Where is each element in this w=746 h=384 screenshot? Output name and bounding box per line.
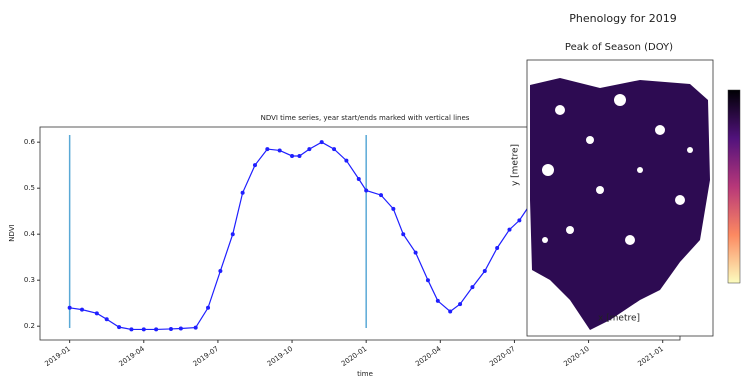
ndvi-line bbox=[70, 142, 532, 329]
map-suptitle: Phenology for 2019 bbox=[569, 12, 676, 25]
ndvi-point bbox=[401, 232, 405, 236]
x-tick-label: 2020-01 bbox=[340, 345, 369, 368]
x-tick-label: 2020-04 bbox=[414, 344, 443, 368]
ndvi-point bbox=[154, 327, 158, 331]
ndvi-point bbox=[320, 140, 324, 144]
ndvi-point bbox=[448, 309, 452, 313]
figure: NDVI time series, year start/ends marked… bbox=[0, 0, 746, 380]
colorbar bbox=[728, 90, 740, 283]
ndvi-point bbox=[206, 306, 210, 310]
ndvi-point bbox=[364, 188, 368, 192]
ndvi-point bbox=[458, 302, 462, 306]
map-y-label: y [metre] bbox=[511, 144, 521, 186]
ndvi-point bbox=[218, 269, 222, 273]
ndvi-point bbox=[495, 246, 499, 250]
ndvi-point bbox=[414, 251, 418, 255]
map-panel: Phenology for 2019 Peak of Season (DOY) … bbox=[511, 12, 741, 336]
ndvi-point bbox=[379, 193, 383, 197]
ndvi-point bbox=[142, 327, 146, 331]
ndvi-point bbox=[332, 147, 336, 151]
ndvi-point bbox=[307, 147, 311, 151]
x-tick-label: 2019-01 bbox=[43, 345, 72, 368]
y-tick-label: 0.5 bbox=[24, 184, 35, 192]
ndvi-point bbox=[483, 269, 487, 273]
ndvi-point bbox=[117, 325, 121, 329]
ndvi-point bbox=[179, 326, 183, 330]
ndvi-point bbox=[80, 308, 84, 312]
ndvi-point bbox=[344, 159, 348, 163]
x-tick-label: 2019-10 bbox=[266, 345, 295, 368]
chart-title: NDVI time series, year start/ends marked… bbox=[261, 114, 470, 122]
x-tick-label: 2020-07 bbox=[488, 345, 517, 368]
ndvi-point bbox=[470, 285, 474, 289]
ndvi-point bbox=[231, 232, 235, 236]
ndvi-point bbox=[95, 311, 99, 315]
y-tick-label: 0.3 bbox=[24, 276, 35, 284]
ndvi-point bbox=[241, 191, 245, 195]
ndvi-point bbox=[253, 163, 257, 167]
ndvi-point bbox=[436, 299, 440, 303]
x-tick-label: 2021-01 bbox=[636, 345, 665, 368]
y-tick-label: 0.2 bbox=[24, 322, 35, 330]
ndvi-point bbox=[169, 327, 173, 331]
ndvi-point bbox=[517, 218, 521, 222]
ndvi-point bbox=[290, 154, 294, 158]
ndvi-point bbox=[357, 177, 361, 181]
ndvi-point bbox=[391, 207, 395, 211]
ndvi-point bbox=[507, 228, 511, 232]
x-tick-label: 2019-07 bbox=[192, 345, 221, 368]
ndvi-point bbox=[426, 278, 430, 282]
ndvi-point bbox=[297, 154, 301, 158]
map-title: Peak of Season (DOY) bbox=[565, 42, 673, 53]
y-axis-label: NDVI bbox=[8, 224, 16, 241]
ndvi-point bbox=[129, 327, 133, 331]
y-tick-label: 0.6 bbox=[24, 138, 36, 146]
y-tick-label: 0.4 bbox=[24, 230, 36, 238]
ndvi-point bbox=[68, 306, 72, 310]
ndvi-point bbox=[265, 147, 269, 151]
x-tick-label: 2020-10 bbox=[562, 345, 591, 368]
ndvi-point bbox=[194, 326, 198, 330]
ndvi-point bbox=[278, 148, 282, 152]
map-x-label: x [metre] bbox=[598, 314, 640, 324]
ndvi-point bbox=[105, 317, 109, 321]
x-axis-label: time bbox=[357, 370, 373, 378]
x-tick-label: 2019-04 bbox=[118, 344, 147, 368]
